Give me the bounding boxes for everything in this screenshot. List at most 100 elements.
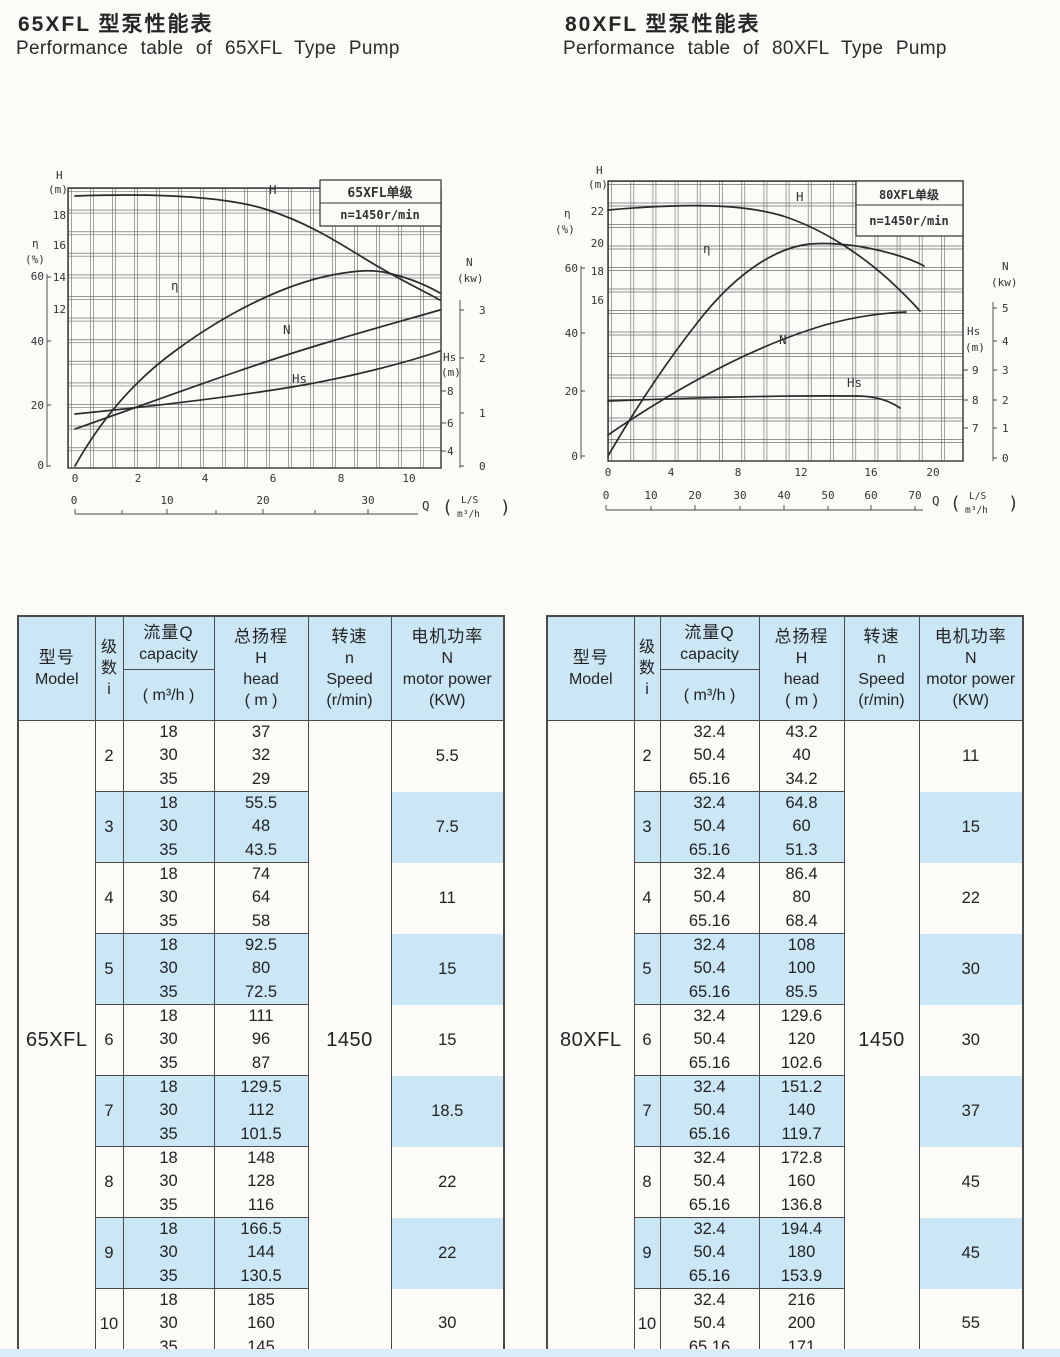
capacity-value: 50.4 [693, 817, 726, 836]
h-axis-label: H [56, 169, 63, 182]
power-cell: 22 [390, 1146, 505, 1218]
head-value: 72.5 [244, 982, 278, 1001]
head-value: 111 [248, 1007, 274, 1026]
speed-header-sym: n [877, 650, 886, 667]
q-unit-ls: L/S [969, 491, 986, 502]
capacity-header-en: capacity [139, 645, 198, 663]
n-axis-label: N [466, 256, 473, 269]
stage-count-cell: 8 [94, 1146, 124, 1218]
capacity-value: 32.4 [693, 1149, 726, 1168]
col-header-capacity: 流量Q capacity ( m³/h ) [659, 616, 760, 721]
model-header-zh: 型号 [572, 648, 609, 667]
capacity-value: 32.4 [693, 1220, 726, 1239]
n-tick: 1 [1002, 422, 1009, 435]
stage-count-cell: 6 [633, 1004, 661, 1076]
head-header-zh: 总扬程 [234, 627, 288, 646]
capacity-value: 35 [159, 1266, 178, 1285]
eta-tick: 40 [565, 327, 578, 340]
col-header-model: 型号 Model [17, 616, 96, 721]
capacity-value: 32.4 [693, 1007, 726, 1026]
speed-header-zh: 转速 [331, 627, 368, 646]
chart-model-label: 80XFL单级 [879, 187, 939, 202]
power-header-sym: N [441, 650, 454, 667]
power-header-sym: N [964, 650, 977, 667]
capacity-value: 35 [159, 769, 178, 788]
power-cell: 30 [918, 1004, 1024, 1076]
capacity-header-unit: ( m³/h ) [683, 686, 736, 704]
capacity-value: 30 [159, 817, 178, 836]
n-axis-label: N [1002, 260, 1009, 273]
x-tick-ls: 0 [605, 466, 612, 479]
right-title-en: Performance table of 80XFL Type Pump [563, 38, 947, 59]
q-unit-paren-close: ) [1008, 493, 1019, 514]
col-header-head: 总扬程 H head ( m ) [213, 616, 309, 721]
eta-curve-label: η [171, 278, 179, 293]
head-value: 80 [251, 959, 271, 978]
capacity-value: 32.4 [693, 723, 726, 742]
head-value: 172.8 [780, 1149, 823, 1168]
power-cell: 11 [390, 862, 505, 934]
stage-count-cell: 9 [94, 1217, 124, 1289]
head-cell: 172.8 160 136.8 [758, 1146, 845, 1218]
head-value: 43.2 [785, 723, 818, 742]
h-tick: 18 [591, 265, 604, 278]
chart-speed-label: n=1450r/min [869, 214, 948, 228]
q-axis-ruler [74, 509, 418, 515]
x-tick-m3h: 0 [603, 489, 610, 502]
stage-count-cell: 2 [94, 720, 124, 792]
speed-header-zh: 转速 [863, 627, 900, 646]
power-cell: 45 [918, 1146, 1024, 1218]
n-axis-unit: (kw) [457, 272, 484, 285]
stage-header-char: 级 [638, 639, 655, 656]
capacity-value: 32.4 [693, 1291, 726, 1310]
capacity-value: 65.16 [688, 1053, 731, 1072]
head-value: 112 [247, 1101, 275, 1120]
capacity-value: 35 [159, 911, 178, 930]
head-value: 86.4 [785, 865, 818, 884]
stage-header-char: 数 [638, 660, 655, 677]
head-value: 34.2 [785, 769, 818, 788]
stage-row: 80XFL 2 32.4 50.4 65.16 43.2 40 34.2 1450 11 [546, 720, 1024, 1357]
n-axis-bracket [992, 302, 997, 461]
capacity-value: 32.4 [693, 1078, 726, 1097]
power-cell: 7.5 [390, 791, 505, 863]
stage-count-cell: 7 [633, 1075, 661, 1147]
h-curve [607, 204, 921, 312]
head-value: 200 [787, 1314, 816, 1333]
capacity-value: 18 [159, 1149, 178, 1168]
stage-count-cell: 3 [633, 791, 661, 863]
capacity-value: 30 [159, 959, 178, 978]
head-cell: 148 128 116 [213, 1146, 309, 1218]
head-header-zh: 总扬程 [774, 627, 829, 646]
eta-tick: 60 [31, 270, 44, 283]
power-cell: 30 [918, 933, 1024, 1005]
eta-tick: 20 [31, 399, 44, 412]
power-cell: 37 [918, 1075, 1024, 1147]
power-cell: 22 [918, 862, 1024, 934]
n-tick: 2 [479, 352, 486, 365]
stage-row: 65XFL 2 18 30 35 37 32 29 1450 5.5 [17, 720, 505, 1357]
head-value: 129.5 [240, 1078, 282, 1097]
capacity-value: 18 [159, 723, 178, 742]
h-tick: 12 [53, 303, 66, 316]
capacity-value: 30 [159, 1101, 178, 1120]
eta-axis-label: η [564, 207, 571, 220]
q-unit-m3h: m³/h [965, 505, 988, 516]
speed-header-sym: n [345, 650, 354, 667]
capacity-value: 30 [159, 746, 178, 765]
head-value: 48 [251, 817, 271, 836]
q-unit-paren-open: ( [950, 493, 961, 514]
h-curve-label: H [269, 182, 277, 197]
capacity-value: 18 [159, 936, 178, 955]
q-unit-ls: L/S [461, 495, 478, 506]
stage-count-cell: 5 [94, 933, 124, 1005]
capacity-cell: 18 30 35 [122, 1288, 215, 1357]
capacity-cell: 32.4 50.4 65.16 [659, 1146, 760, 1218]
n-tick: 1 [479, 407, 486, 420]
col-header-power: 电机功率 N motor power (KW) [918, 616, 1024, 721]
h-tick: 18 [53, 209, 66, 222]
head-value: 129.6 [780, 1007, 823, 1026]
capacity-value: 65.16 [688, 1195, 731, 1214]
capacity-cell: 32.4 50.4 65.16 [659, 791, 760, 863]
